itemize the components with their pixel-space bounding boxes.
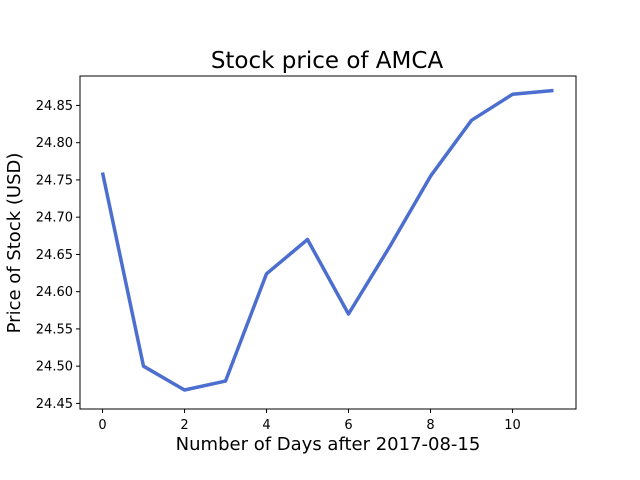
y-tick-label: 24.50 bbox=[36, 360, 73, 375]
chart-title: Stock price of AMCA bbox=[211, 48, 444, 74]
y-axis: 24.45 24.50 24.55 24.60 24.65 24.70 24.75 24.80… bbox=[36, 99, 80, 412]
y-tick-label: 24.55 bbox=[36, 322, 73, 337]
y-tick-label: 24.80 bbox=[36, 136, 73, 151]
x-axis: 0 2 4 6 8 10 bbox=[98, 409, 521, 433]
y-tick-label: 24.60 bbox=[36, 285, 73, 300]
x-tick-label: 0 bbox=[98, 418, 106, 433]
x-tick-label: 6 bbox=[344, 418, 352, 433]
x-axis-label: Number of Days after 2017-08-15 bbox=[176, 434, 481, 455]
y-tick-label: 24.70 bbox=[36, 211, 73, 226]
series-layer bbox=[100, 88, 554, 392]
y-tick-label: 24.45 bbox=[36, 397, 73, 412]
y-tick-label: 24.85 bbox=[36, 99, 73, 114]
x-tick-label: 8 bbox=[426, 418, 434, 433]
x-tick-label: 2 bbox=[180, 418, 188, 433]
x-tick-label: 10 bbox=[504, 418, 521, 433]
y-tick-label: 24.75 bbox=[36, 173, 73, 188]
y-tick-label: 24.65 bbox=[36, 248, 73, 263]
price-line bbox=[100, 88, 554, 392]
x-tick-label: 4 bbox=[262, 418, 270, 433]
plot-frame bbox=[79, 75, 577, 410]
y-axis-label: Price of Stock (USD) bbox=[4, 153, 25, 334]
